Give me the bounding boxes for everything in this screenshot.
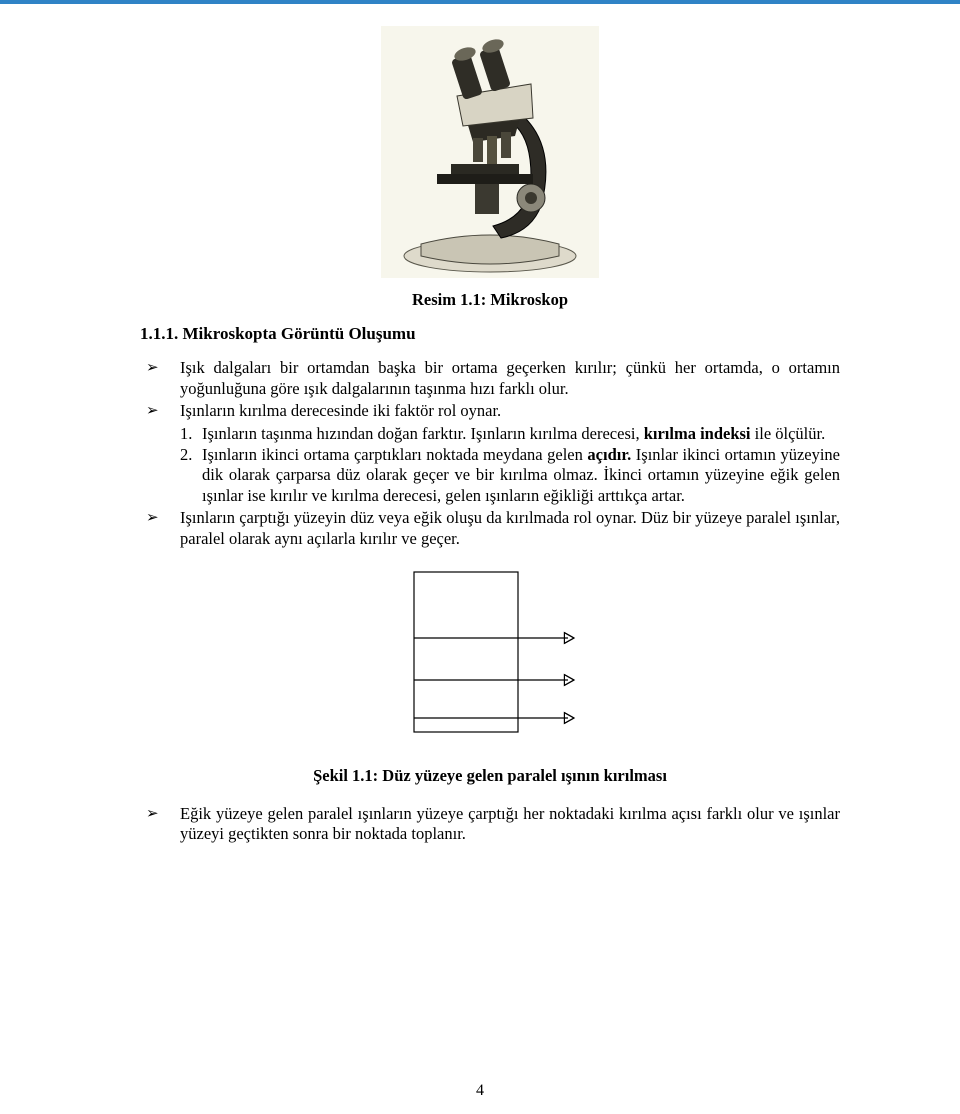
bullet-item: Işık dalgaları bir ortamdan başka bir or… bbox=[180, 358, 840, 399]
numbered-index: 1. bbox=[180, 424, 202, 445]
numbered-text: Işınların ikinci ortama çarptıkları nokt… bbox=[202, 445, 840, 507]
page: Resim 1.1: Mikroskop 1.1.1. Mikroskopta … bbox=[0, 0, 960, 1114]
bullet-text: Eğik yüzeye gelen paralel ışınların yüze… bbox=[180, 804, 840, 845]
bold-term: kırılma indeksi bbox=[644, 424, 751, 443]
bullet-list-top: Işık dalgaları bir ortamdan başka bir or… bbox=[140, 358, 840, 550]
numbered-item: 1.Işınların taşınma hızından doğan farkt… bbox=[180, 424, 840, 445]
bullet-list-bottom: Eğik yüzeye gelen paralel ışınların yüze… bbox=[140, 804, 840, 845]
refraction-diagram-wrap bbox=[140, 568, 840, 738]
bullet-item: Eğik yüzeye gelen paralel ışınların yüze… bbox=[180, 804, 840, 845]
numbered-index: 2. bbox=[180, 445, 202, 507]
bullet-text: Işınların çarptığı yüzeyin düz veya eğik… bbox=[180, 508, 840, 549]
numbered-text: Işınların taşınma hızından doğan farktır… bbox=[202, 424, 840, 445]
refraction-diagram bbox=[390, 568, 590, 738]
section-heading: 1.1.1. Mikroskopta Görüntü Oluşumu bbox=[140, 324, 840, 344]
top-rule bbox=[0, 0, 960, 4]
bullet-item: Işınların kırılma derecesinde iki faktör… bbox=[180, 401, 840, 506]
bold-term: açıdır. bbox=[587, 445, 631, 464]
diagram-caption: Şekil 1.1: Düz yüzeye gelen paralel ışın… bbox=[140, 766, 840, 786]
bullet-text: Işık dalgaları bir ortamdan başka bir or… bbox=[180, 358, 840, 399]
bullet-item: Işınların çarptığı yüzeyin düz veya eğik… bbox=[180, 508, 840, 549]
microscope-photo-wrap bbox=[140, 0, 840, 290]
page-number: 4 bbox=[0, 1082, 960, 1100]
microscope-photo bbox=[381, 26, 599, 278]
numbered-item: 2.Işınların ikinci ortama çarptıkları no… bbox=[180, 445, 840, 507]
photo-caption: Resim 1.1: Mikroskop bbox=[140, 290, 840, 310]
numbered-list: 1.Işınların taşınma hızından doğan farkt… bbox=[180, 424, 840, 507]
bullet-lead: Işınların kırılma derecesinde iki faktör… bbox=[180, 401, 840, 422]
